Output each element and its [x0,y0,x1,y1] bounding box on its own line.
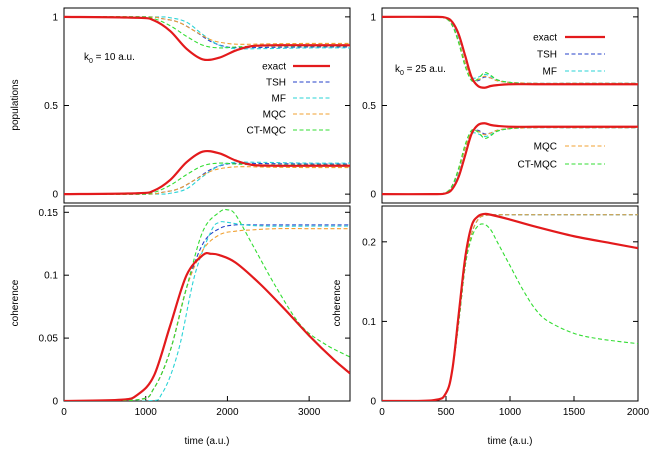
left-populations-frame [63,7,351,204]
xtick-label: 1500 [563,407,586,418]
legend-label-mf: MF [543,67,557,78]
legend-label-mqc: MQC [534,142,557,153]
right-populations-legend-top: exact TSH MF [533,33,605,78]
series-line-tsh [382,214,638,401]
xtick-label: 3000 [298,407,321,418]
annotation-k: k [84,52,90,63]
xtick-label: 1000 [499,407,522,418]
xtick-label: 1000 [135,407,158,418]
annotation-sub: 0 [89,58,93,65]
series-line-ct-mqc [382,126,638,195]
left-populations-panel: populations k0 = 10 a.u. exactTSHMFMQCCT… [10,7,351,204]
ytick-label: 1 [52,12,58,23]
legend-label-ct-mqc: CT-MQC [247,126,286,137]
series-line-ct-mqc [382,16,638,85]
ytick-label: 0 [370,190,376,201]
series-line-mf [64,161,350,195]
xtick-label: 2000 [627,407,650,418]
series-line-exact [64,149,350,196]
series-line-mqc [64,228,350,401]
series-line-mf [64,221,350,401]
ytick-label: 0 [52,397,58,408]
ytick-label: 0.05 [39,334,59,345]
left-coherence-frame [63,205,351,402]
ytick-label: 0.2 [362,237,376,248]
series-line-exact [64,15,350,62]
series-line-mf [382,127,638,195]
right-coherence-panel: coherence time (a.u.) 0 0.1 0.2 0 500 1000 150… [332,205,650,447]
series-line-exact [382,212,638,401]
series-line-mqc [382,127,638,195]
annotation-rest: = 25 a.u. [404,64,446,75]
xtick-label: 500 [438,407,455,418]
annotation-rest: = 10 a.u. [93,52,135,63]
left-populations-ylabel: populations [10,79,21,130]
series-line-mqc [382,214,638,401]
annotation-sub: 0 [400,70,404,77]
left-xlabel: time (a.u.) [184,436,229,447]
ytick-label: 1 [370,12,376,23]
series-line-exact [382,15,638,89]
ytick-label: 0.1 [362,317,376,328]
left-populations-legend: exact TSH MF MQC CT-MQC [247,62,330,137]
series-line-exact [382,122,638,196]
legend-label-tsh: TSH [537,50,557,61]
left-coherence-ylabel: coherence [10,279,21,326]
series-line-tsh [382,127,638,195]
right-coherence-ylabel: coherence [332,279,343,326]
legend-label-ct-mqc: CT-MQC [518,160,557,171]
legend-label-exact: exact [533,33,557,44]
series-line-ct-mqc [382,223,638,401]
xtick-label: 0 [379,407,385,418]
series-line-mqc [64,166,350,195]
right-xlabel: time (a.u.) [487,436,532,447]
ytick-label: 0.5 [362,101,376,112]
legend-label-mf: MF [272,94,286,105]
left-coherence-panel: coherence time (a.u.) 0 0.05 0.1 0.15 0 1000 2… [10,205,351,447]
ytick-label: 0.5 [44,101,58,112]
ytick-label: 0.15 [39,208,59,219]
ytick-label: 0 [52,190,58,201]
legend-label-mqc: MQC [263,110,286,121]
legend-label-exact: exact [262,62,286,73]
legend-label-tsh: TSH [266,78,286,89]
xtick-label: 0 [61,407,67,418]
series-line-mf [382,214,638,401]
series-line-tsh [64,224,350,401]
ytick-label: 0 [370,397,376,408]
series-line-mqc [64,16,350,45]
annotation-k: k [395,64,401,75]
right-populations-annotation: k0 = 25 a.u. [395,64,446,77]
right-populations-legend-bottom: MQC CT-MQC [518,142,605,171]
left-populations-annotation: k0 = 10 a.u. [84,52,135,65]
series-line-mf [64,16,350,50]
xtick-label: 2000 [216,407,239,418]
right-coherence-frame [381,205,639,402]
series-line-exact [64,252,350,401]
ytick-label: 0.1 [44,271,58,282]
